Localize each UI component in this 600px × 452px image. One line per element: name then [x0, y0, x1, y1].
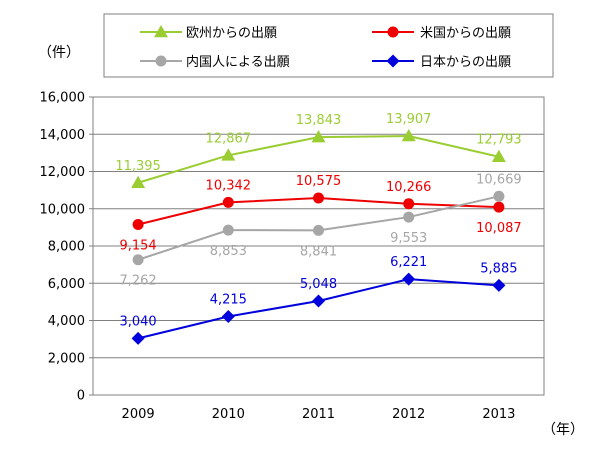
data-label: 7,262: [119, 274, 156, 289]
x-tick-label: 2009: [122, 407, 155, 422]
y-tick-label: 14,000: [40, 128, 86, 143]
data-label: 9,553: [390, 231, 427, 246]
data-point: [403, 212, 414, 223]
data-point: [313, 193, 324, 204]
x-tick-label: 2011: [302, 407, 335, 422]
legend-label: 日本からの出願: [420, 55, 511, 70]
data-point: [313, 225, 324, 236]
y-axis-unit: （件）: [38, 45, 80, 61]
data-point: [493, 191, 504, 202]
x-tick-label: 2010: [212, 407, 245, 422]
data-label: 5,048: [300, 277, 337, 292]
y-axis-ticks: 0 2,000 4,000 6,000 8,000 10,000 12,000 14,000 1…: [40, 91, 94, 404]
data-label: 11,395: [115, 159, 161, 174]
data-point: [132, 332, 145, 345]
data-point: [223, 197, 234, 208]
series-layer: [131, 129, 506, 345]
data-label: 4,215: [210, 292, 247, 307]
legend: 欧州からの出願 米国からの出願 内国人による出願 日本からの出願: [104, 14, 553, 77]
data-label: 8,853: [210, 244, 247, 259]
x-axis-ticks: 2009 2010 2011 2012 2013: [122, 407, 516, 422]
data-point: [133, 219, 144, 230]
data-point: [312, 294, 325, 307]
y-tick-label: 2,000: [48, 351, 85, 366]
y-tick-label: 6,000: [48, 277, 85, 292]
data-label: 12,793: [476, 133, 522, 148]
data-label: 10,669: [476, 172, 522, 187]
data-label: 10,575: [296, 174, 342, 189]
data-point: [133, 254, 144, 265]
legend-label: 欧州からの出願: [186, 26, 277, 41]
data-point: [222, 310, 235, 323]
y-tick-label: 10,000: [40, 202, 86, 217]
legend-swatch-marker: [388, 27, 399, 38]
y-tick-label: 0: [77, 389, 85, 404]
x-tick-label: 2013: [482, 407, 515, 422]
data-label: 10,342: [206, 178, 252, 193]
data-label: 9,154: [119, 239, 156, 254]
data-point: [403, 198, 414, 209]
legend-marker: [156, 56, 167, 67]
series-1: [133, 193, 505, 230]
data-point: [492, 279, 505, 292]
data-point: [493, 202, 504, 213]
legend-marker: [388, 27, 399, 38]
data-label: 12,867: [206, 131, 252, 146]
x-tick-label: 2012: [392, 407, 425, 422]
legend-label: 米国からの出願: [420, 26, 511, 41]
legend-swatch-marker: [156, 56, 167, 67]
data-label: 6,221: [390, 255, 427, 270]
data-label: 10,266: [386, 180, 432, 195]
data-point: [223, 225, 234, 236]
x-axis-unit: （年）: [542, 422, 584, 438]
legend-label: 内国人による出願: [186, 54, 290, 70]
data-label: 5,885: [480, 261, 517, 276]
y-tick-label: 4,000: [48, 314, 85, 329]
data-label: 8,841: [300, 244, 337, 259]
data-label: 13,843: [296, 113, 342, 128]
y-tick-label: 12,000: [40, 165, 86, 180]
data-label: 13,907: [386, 112, 432, 127]
y-tick-label: 16,000: [40, 91, 86, 106]
data-label: 10,087: [476, 221, 522, 236]
y-tick-label: 8,000: [48, 240, 85, 255]
data-label: 3,040: [119, 314, 156, 329]
